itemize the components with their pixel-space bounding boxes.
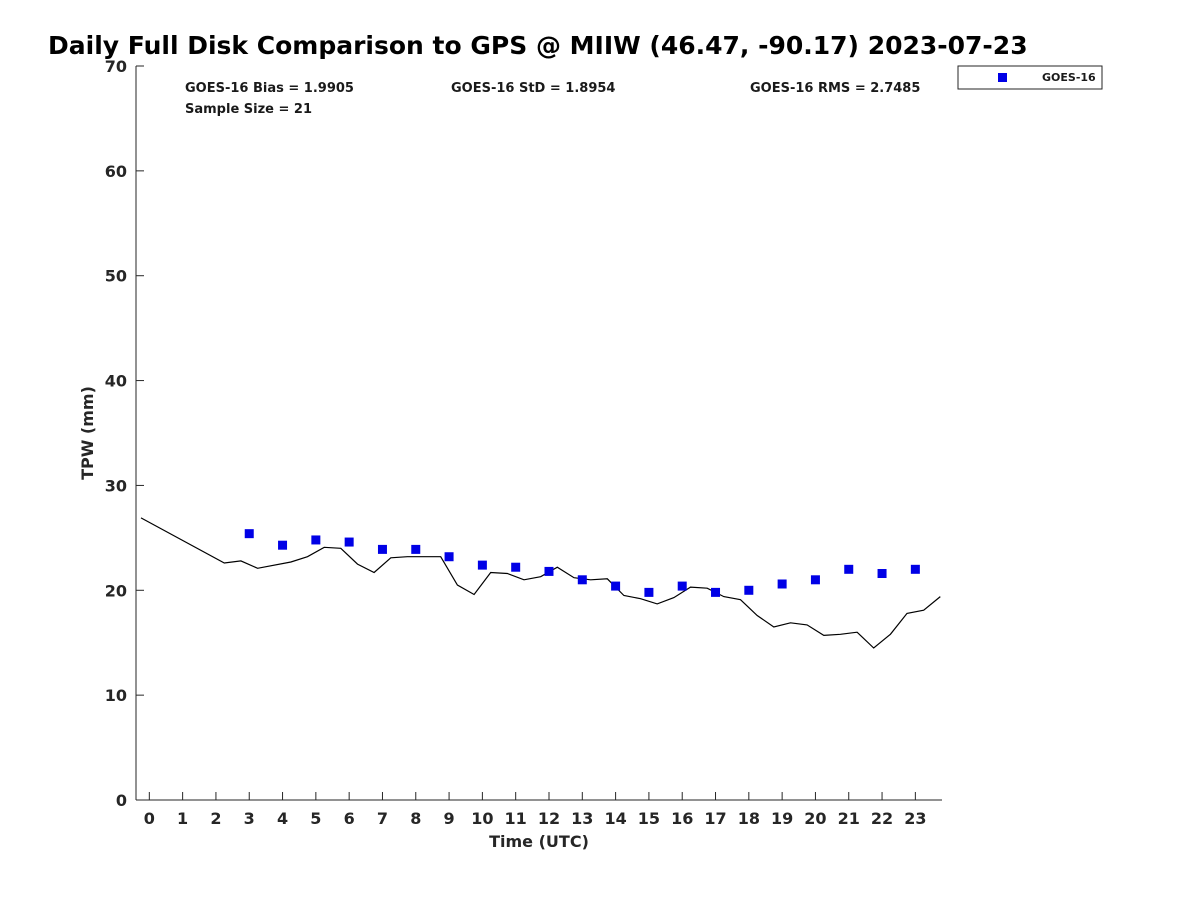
x-axis-label: Time (UTC) xyxy=(489,832,589,851)
stat-sample-size: Sample Size = 21 xyxy=(185,102,312,117)
y-axis-label: TPW (mm) xyxy=(78,386,97,480)
x-ticks: 0 1 2 3 4 5 6 7 8 9 10 11 12 13 14 15 16 17 18 19 20 21 22 23 xyxy=(144,792,926,828)
goes16-point xyxy=(444,552,454,562)
x-tick-label: 2 xyxy=(210,809,221,828)
y-tick-label: 40 xyxy=(105,372,127,391)
goes16-point xyxy=(744,585,754,595)
x-tick-label: 1 xyxy=(177,809,188,828)
goes16-point xyxy=(711,587,721,597)
legend-label: GOES-16 xyxy=(1042,71,1096,84)
y-tick-label: 50 xyxy=(105,267,127,286)
goes16-point xyxy=(511,562,521,572)
x-tick-label: 16 xyxy=(671,809,693,828)
goes16-point xyxy=(244,529,254,539)
goes16-point xyxy=(877,569,887,579)
goes16-point xyxy=(910,564,920,574)
x-tick-label: 13 xyxy=(571,809,593,828)
stat-std: GOES-16 StD = 1.8954 xyxy=(451,81,615,96)
legend-box xyxy=(957,65,1103,90)
x-tick-label: 9 xyxy=(444,809,455,828)
plot-area xyxy=(140,517,941,649)
goes16-point xyxy=(377,544,387,554)
x-tick-label: 11 xyxy=(505,809,527,828)
goes16-point xyxy=(278,540,288,550)
stat-rms: GOES-16 RMS = 2.7485 xyxy=(750,81,920,96)
x-tick-label: 8 xyxy=(410,809,421,828)
y-tick-label: 20 xyxy=(105,581,127,600)
goes16-point xyxy=(411,544,421,554)
goes16-point xyxy=(644,587,654,597)
chart-title: Daily Full Disk Comparison to GPS @ MIIW… xyxy=(48,31,1028,60)
x-tick-label: 4 xyxy=(277,809,288,828)
x-tick-label: 14 xyxy=(604,809,626,828)
goes16-point xyxy=(611,581,621,591)
goes16-point xyxy=(577,575,587,585)
x-tick-label: 0 xyxy=(144,809,155,828)
x-tick-label: 21 xyxy=(838,809,860,828)
goes16-point xyxy=(777,579,787,589)
y-tick-label: 30 xyxy=(105,476,127,495)
x-tick-label: 5 xyxy=(310,809,321,828)
gps-line xyxy=(140,517,941,649)
x-tick-label: 20 xyxy=(804,809,826,828)
x-tick-label: 12 xyxy=(538,809,560,828)
y-tick-label: 70 xyxy=(105,57,127,76)
legend: GOES-16 xyxy=(957,65,1103,90)
y-tick-label: 0 xyxy=(116,791,127,810)
x-tick-label: 6 xyxy=(344,809,355,828)
x-tick-label: 7 xyxy=(377,809,388,828)
y-ticks: 0 10 20 30 40 50 60 70 xyxy=(105,57,144,810)
stat-bias: GOES-16 Bias = 1.9905 xyxy=(185,81,354,96)
x-tick-label: 10 xyxy=(471,809,493,828)
x-tick-label: 23 xyxy=(904,809,926,828)
x-tick-label: 3 xyxy=(244,809,255,828)
x-tick-label: 19 xyxy=(771,809,793,828)
goes16-point xyxy=(844,564,854,574)
y-tick-label: 60 xyxy=(105,162,127,181)
goes16-point xyxy=(311,535,321,545)
x-tick-label: 15 xyxy=(638,809,660,828)
goes16-point xyxy=(344,537,354,547)
goes16-point xyxy=(477,560,487,570)
legend-marker xyxy=(998,73,1007,82)
y-tick-label: 10 xyxy=(105,686,127,705)
goes16-point xyxy=(810,575,820,585)
goes16-point xyxy=(677,581,687,591)
x-tick-label: 22 xyxy=(871,809,893,828)
goes16-point xyxy=(544,566,554,576)
x-tick-label: 17 xyxy=(704,809,726,828)
x-tick-label: 18 xyxy=(738,809,760,828)
